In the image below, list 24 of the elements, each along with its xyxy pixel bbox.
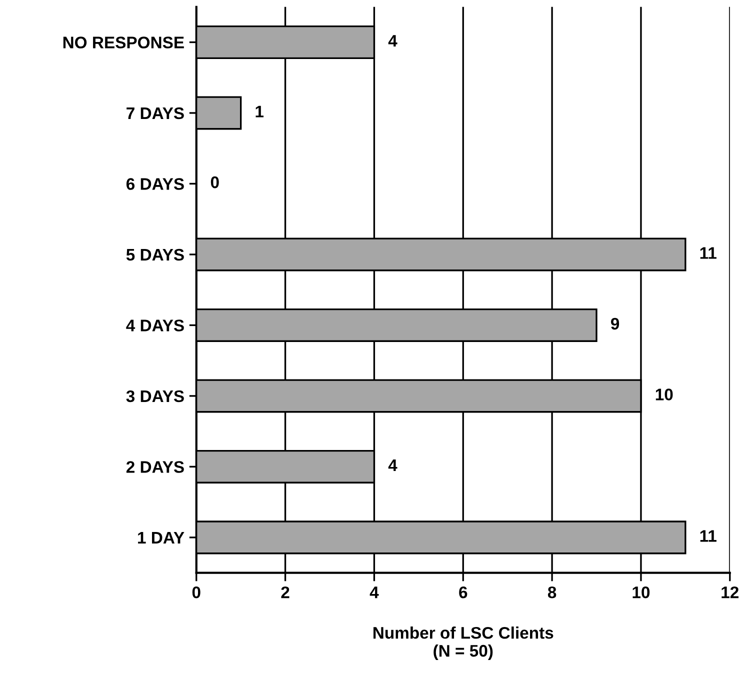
data-label: 11 [700, 530, 716, 542]
y-tick-label: NO RESPONSE [63, 36, 184, 48]
x-tick-label: 8 [548, 586, 556, 598]
y-tick-label: 3 DAYS [126, 390, 184, 402]
data-label: 9 [610, 318, 620, 330]
data-label: 0 [210, 176, 219, 188]
y-tick-label: 6 DAYS [126, 178, 184, 190]
data-label: 4 [388, 35, 398, 47]
x-tick-label: 4 [370, 586, 379, 598]
x-tick-label: 0 [192, 586, 200, 598]
data-label: 11 [700, 247, 716, 259]
x-tick-label: 10 [632, 586, 650, 598]
data-label: 10 [656, 388, 673, 400]
data-label: 1 [256, 106, 264, 118]
y-tick-label: 4 DAYS [126, 320, 184, 332]
y-tick-label: 7 DAYS [126, 107, 184, 120]
y-tick-label: 2 DAYS [126, 461, 184, 473]
y-tick-label: 1 DAY [138, 532, 184, 544]
x-tick-label: 12 [722, 586, 738, 598]
x-axis-title: Number of LSC Clients (N = 50) [373, 626, 554, 660]
y-tick-label: 5 DAYS [126, 248, 184, 261]
data-label: 4 [388, 460, 398, 472]
x-tick-label: 2 [281, 586, 290, 598]
x-tick-label: 6 [459, 586, 468, 598]
